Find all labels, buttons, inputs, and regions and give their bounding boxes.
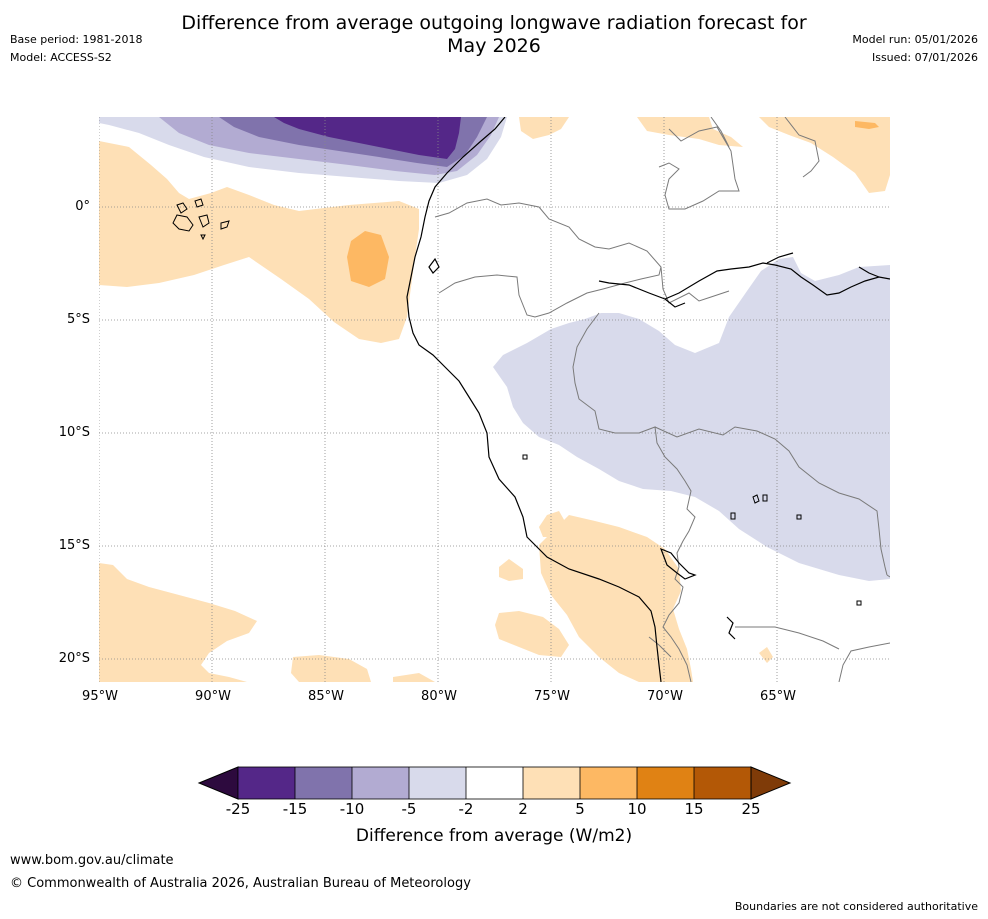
lon-label-80w: 80°W (421, 689, 457, 704)
colorbar-bin-2-5 (523, 767, 580, 799)
anomaly-map (99, 117, 890, 682)
colorbar-bin-15-25 (694, 767, 751, 799)
colorbar-bin-m15-m10 (295, 767, 352, 799)
colorbar-extend-low (197, 766, 239, 800)
galapagos-islands (172, 198, 230, 241)
issued-label: Issued: 07/01/2026 (871, 51, 978, 64)
country-boundaries (434, 117, 890, 682)
anomaly-region-2-5-south-offshore-b (495, 611, 569, 657)
model-run-label: Model run: 05/01/2026 (852, 33, 978, 46)
model-label: Model: ACCESS-S2 (10, 51, 112, 64)
anomaly-region-m5-m2-amazon (493, 257, 890, 581)
anomaly-region-2-5-north-central (519, 117, 569, 139)
coastlines (406, 117, 890, 682)
colorbar-tick-25: 25 (741, 800, 761, 818)
anomaly-region-2-5-north-east-a (637, 117, 743, 147)
lon-label-75w: 75°W (534, 689, 570, 704)
map-title-line1: Difference from average outgoing longwav… (181, 12, 807, 34)
colorbar-bin-10-15 (637, 767, 694, 799)
colorbar-tick-m2: -2 (458, 800, 474, 818)
lon-label-90w: 90°W (195, 689, 231, 704)
inland-lakes (522, 454, 862, 606)
anomaly-region-2-5-pacific (99, 141, 419, 343)
colorbar-bin-m10-m5 (352, 767, 409, 799)
lat-label-10s: 10°S (58, 425, 90, 440)
colorbar-tick-m10: -10 (339, 800, 365, 818)
lat-label-0: 0° (75, 199, 90, 214)
lat-label-5s: 5°S (66, 312, 90, 327)
colorbar-title: Difference from average (W/m2) (355, 826, 633, 846)
colorbar-tick-m25: -25 (225, 800, 251, 818)
colorbar-tick-10: 10 (627, 800, 647, 818)
colorbar-bin-m2-2 (466, 767, 523, 799)
colorbar-tick-15: 15 (684, 800, 704, 818)
colorbar-tick-m15: -15 (282, 800, 308, 818)
map-title: Difference from average outgoing longwav… (0, 12, 988, 58)
colorbar-tick-m5: -5 (401, 800, 417, 818)
colorbar-bin-m25-m15 (238, 767, 295, 799)
lon-label-95w: 95°W (82, 689, 118, 704)
anomaly-region-2-5-southern-peru (539, 515, 693, 682)
map-title-line2: May 2026 (447, 35, 541, 57)
anomaly-region-2-5-south-middle-b (393, 673, 435, 682)
anomaly-region-2-5-south-middle-a (291, 655, 371, 682)
colorbar-bin-5-10 (580, 767, 637, 799)
lon-label-70w: 70°W (647, 689, 683, 704)
copyright-notice: © Commonwealth of Australia 2026, Austra… (10, 876, 471, 891)
lon-label-85w: 85°W (308, 689, 344, 704)
anomaly-region-2-5-south-west (99, 563, 257, 682)
map-gridlines (99, 117, 890, 682)
anomaly-region-2-5-south-offshore-a (499, 559, 523, 581)
anomaly-region-2-5-north-east-b (759, 117, 890, 193)
anomaly-region-5-10-pacific (347, 231, 389, 287)
bom-website-link[interactable]: www.bom.gov.au/climate (10, 853, 174, 868)
anomaly-region-2-5-south-east-spot (759, 647, 773, 663)
anomaly-region-5-10-north-east (855, 121, 879, 129)
colorbar-extend-high (750, 766, 792, 800)
boundaries-disclaimer: Boundaries are not considered authoritat… (734, 900, 978, 913)
colorbar-tick-5: 5 (575, 800, 585, 818)
anomaly-region-m25-m15-north (274, 117, 461, 159)
lat-label-15s: 15°S (58, 538, 90, 553)
colorbar-tick-2: 2 (518, 800, 528, 818)
colorbar (197, 766, 792, 800)
lat-label-20s: 20°S (58, 651, 90, 666)
base-period-label: Base period: 1981-2018 (10, 33, 143, 46)
lon-label-65w: 65°W (760, 689, 796, 704)
colorbar-bin-m5-m2 (409, 767, 466, 799)
